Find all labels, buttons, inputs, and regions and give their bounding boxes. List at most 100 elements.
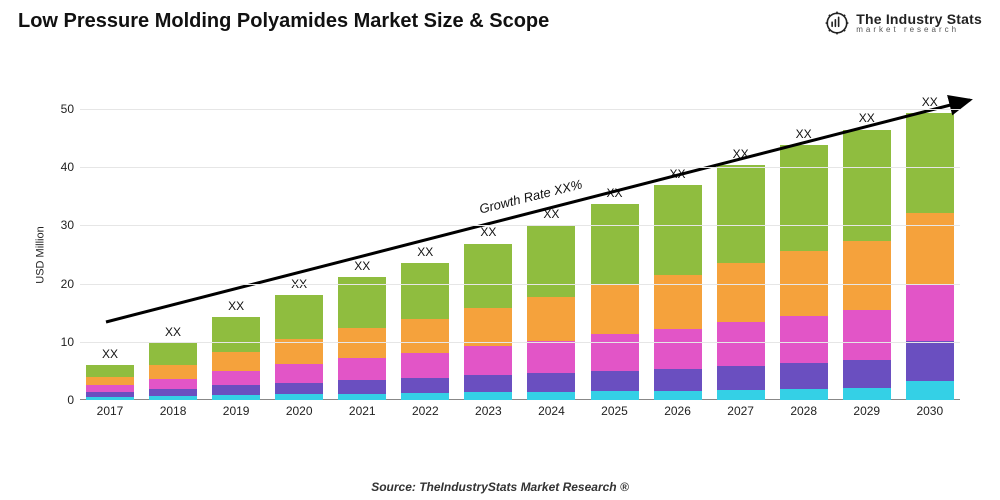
x-tick-label: 2018 [149,404,197,418]
bar-segment [843,241,891,310]
bar-segment [401,263,449,319]
bar-value-label: XX [228,299,244,313]
bar-column: XX [275,80,323,400]
bar-column: XX [527,80,575,400]
x-tick-label: 2029 [843,404,891,418]
bar-value-label: XX [796,127,812,141]
bar-segment [212,317,260,352]
x-tick-label: 2026 [654,404,702,418]
bar-segment [717,366,765,390]
bar-segment [780,389,828,400]
bar-stack [275,295,323,400]
bar-value-label: XX [480,225,496,239]
bar-stack [843,130,891,401]
logo-text-sub: market research [856,26,982,34]
y-tick-label: 40 [50,160,74,174]
bar-segment [527,341,575,374]
bar-segment [401,353,449,378]
brand-logo: The Industry Stats market research [824,10,982,36]
bar-segment [86,365,134,378]
bar-value-label: XX [606,186,622,200]
x-tick-label: 2025 [591,404,639,418]
bar-value-label: XX [417,245,433,259]
bar-segment [906,381,954,400]
bar-segment [527,373,575,392]
bar-stack [717,165,765,400]
bar-column: XX [401,80,449,400]
y-tick-label: 10 [50,335,74,349]
bar-segment [654,185,702,275]
bar-value-label: XX [543,207,559,221]
bar-segment [717,390,765,400]
bar-stack [338,277,386,400]
bar-segment [212,395,260,400]
bar-segment [464,308,512,346]
bar-segment [717,322,765,366]
bar-stack [780,145,828,400]
y-axis-title: USD Million [35,226,47,283]
chart-title: Low Pressure Molding Polyamides Market S… [18,10,549,33]
bar-column: XX [843,80,891,400]
bar-segment [338,328,386,358]
gridline [80,109,960,110]
x-tick-label: 2027 [717,404,765,418]
bar-segment [464,244,512,308]
bar-segment [780,363,828,389]
gridline [80,284,960,285]
bar-segment [717,263,765,322]
bar-segment [338,277,386,328]
bar-value-label: XX [354,259,370,273]
bar-column: XX [591,80,639,400]
bar-stack [149,343,197,400]
gridline [80,342,960,343]
bar-segment [780,316,828,364]
y-tick-label: 20 [50,277,74,291]
bar-segment [464,346,512,375]
bar-segment [591,371,639,391]
bar-column: XX [464,80,512,400]
bar-column: XX [338,80,386,400]
bar-segment [401,393,449,400]
bar-segment [149,396,197,400]
bar-stack [906,113,954,400]
bar-segment [212,385,260,394]
bar-segment [149,343,197,365]
bar-value-label: XX [859,111,875,125]
gear-stats-icon [824,10,850,36]
bar-value-label: XX [165,325,181,339]
bar-column: XX [906,80,954,400]
gridline [80,225,960,226]
bar-segment [464,392,512,400]
bar-segment [527,392,575,400]
bar-segment [717,165,765,263]
bar-segment [401,319,449,353]
bar-segment [275,394,323,400]
bar-value-label: XX [102,347,118,361]
bar-segment [275,364,323,383]
bar-segment [464,375,512,392]
bar-segment [906,213,954,285]
x-tick-label: 2017 [86,404,134,418]
bar-segment [149,389,197,396]
bar-column: XX [212,80,260,400]
bar-segment [591,204,639,285]
bar-segment [843,388,891,400]
bar-column: XX [149,80,197,400]
x-tick-label: 2030 [906,404,954,418]
bar-stack [86,365,134,400]
bar-segment [843,360,891,387]
bar-segment [591,391,639,400]
x-tick-label: 2021 [338,404,386,418]
x-tick-label: 2028 [780,404,828,418]
y-tick-label: 30 [50,218,74,232]
bar-segment [654,369,702,391]
bar-segment [149,365,197,378]
bar-segment [149,379,197,389]
bar-value-label: XX [922,95,938,109]
bar-segment [527,225,575,297]
bars-container: XXXXXXXXXXXXXXXXXXXXXXXXXXXX [80,80,960,400]
bar-segment [527,297,575,341]
chart-area: USD Million XXXXXXXXXXXXXXXXXXXXXXXXXXXX… [60,70,970,440]
bar-segment [401,378,449,393]
bar-segment [843,310,891,361]
